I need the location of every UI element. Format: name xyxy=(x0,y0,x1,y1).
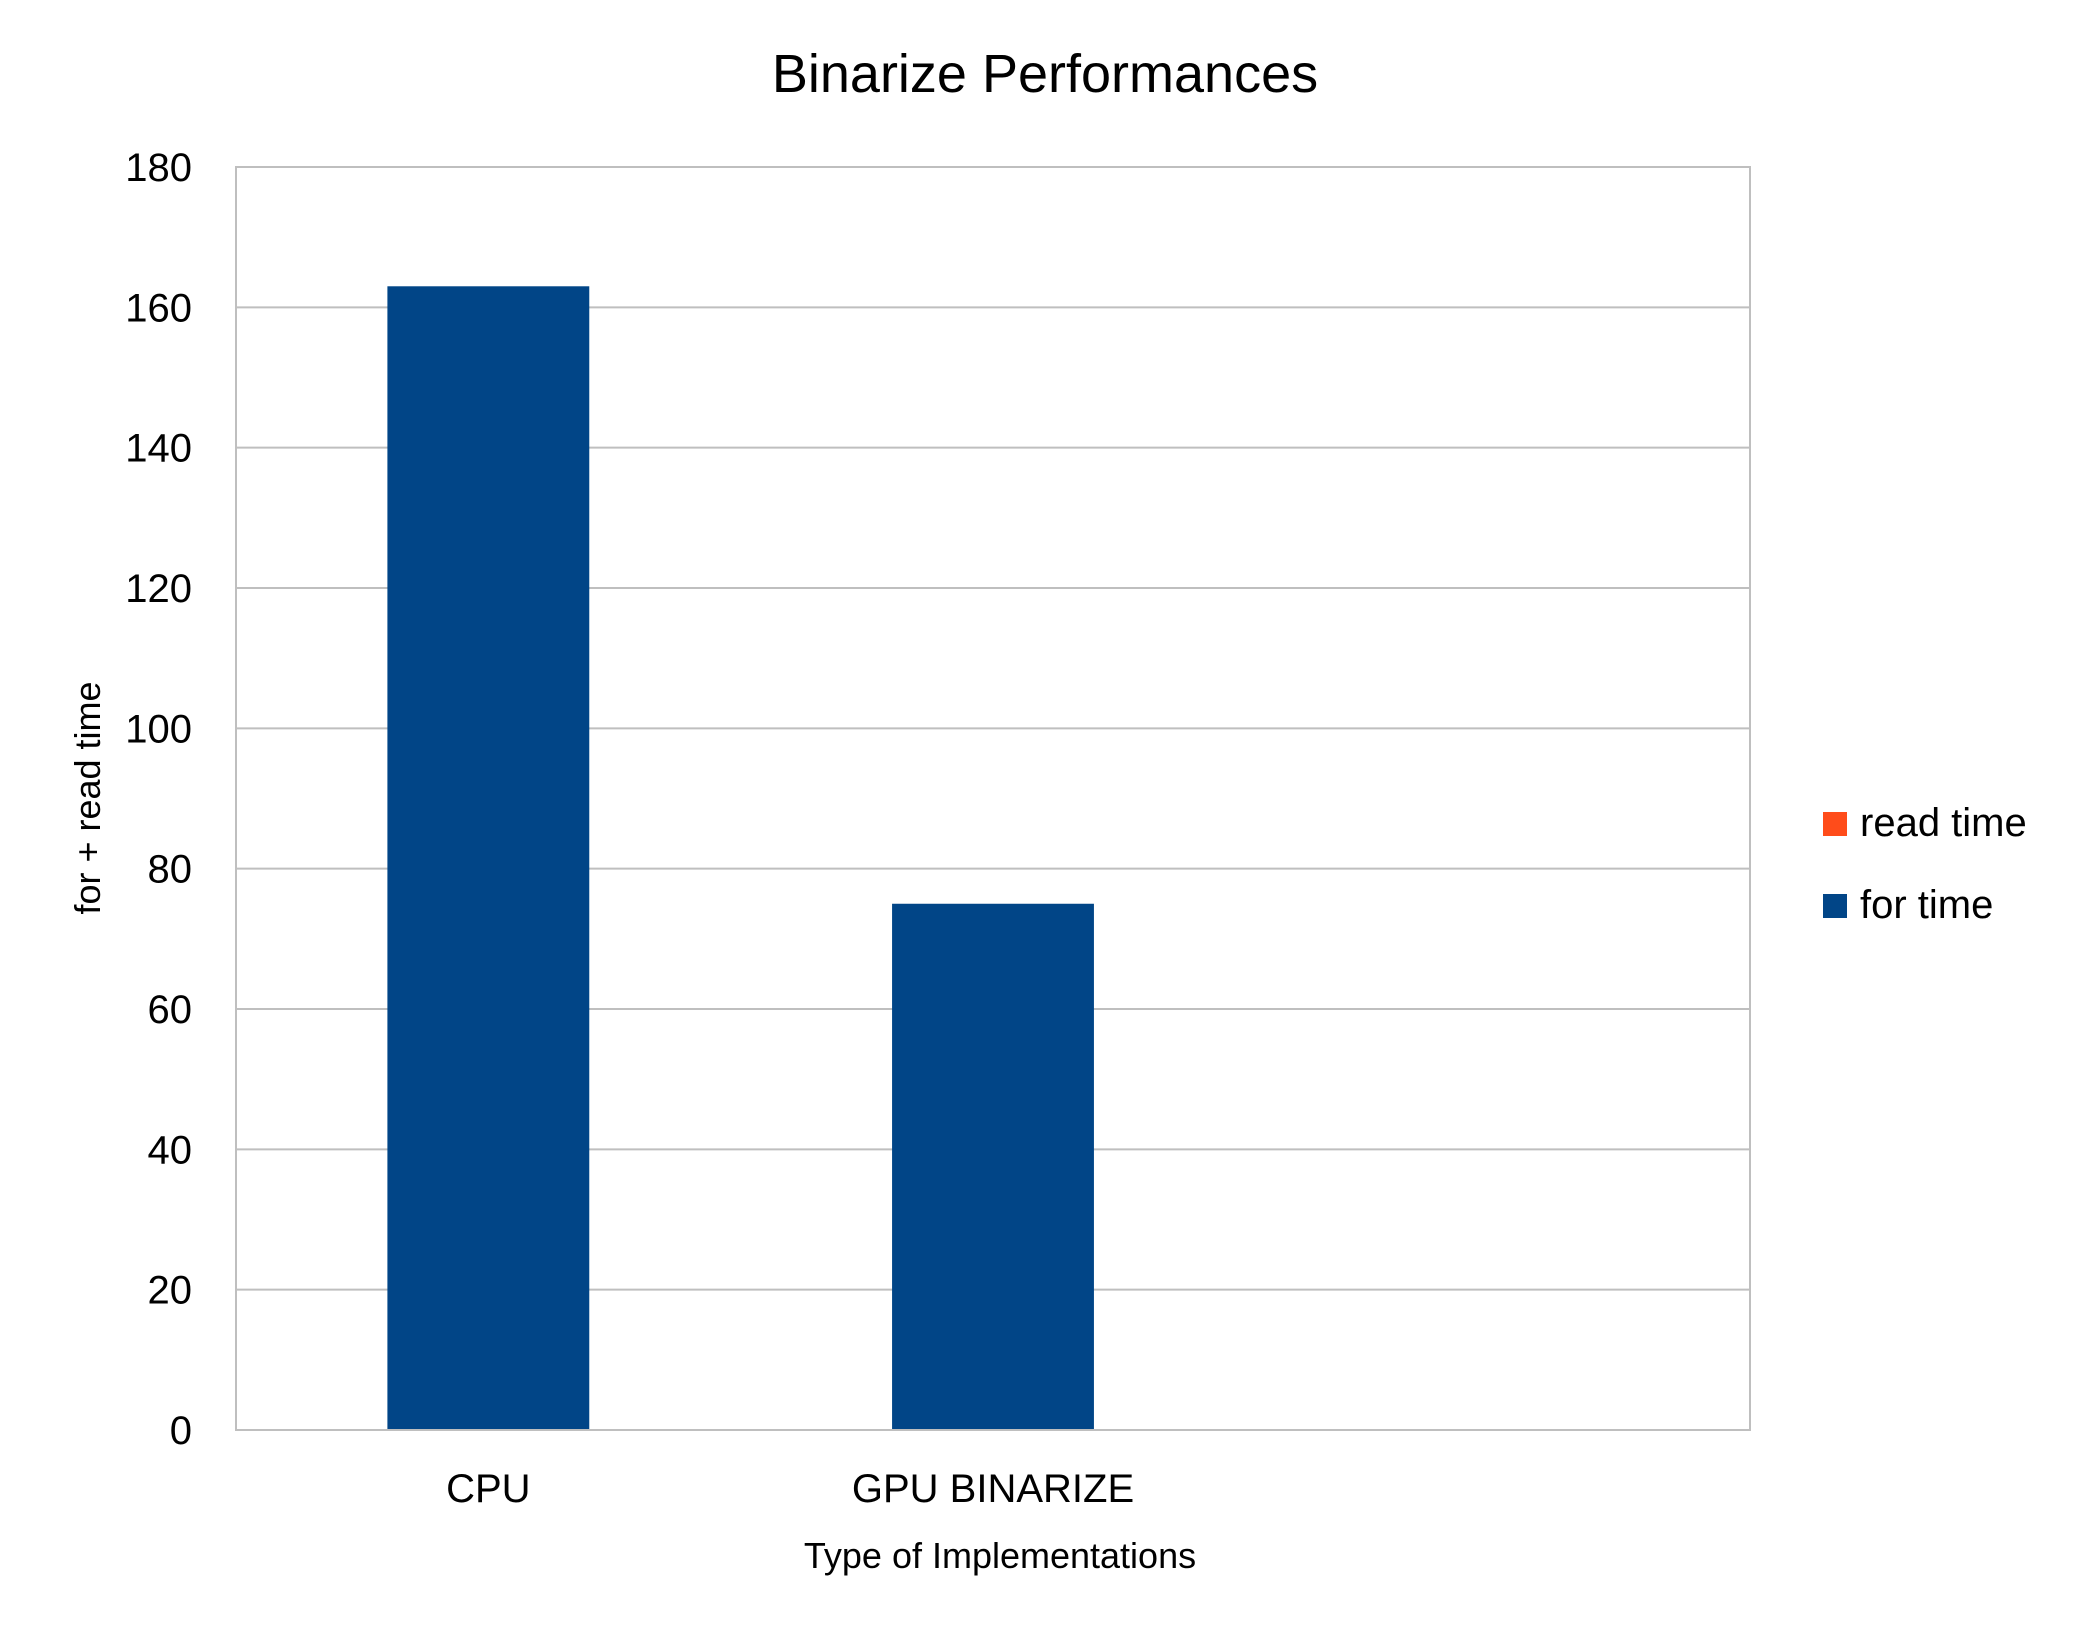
chart-title: Binarize Performances xyxy=(772,44,1318,104)
bar-for-time-gpu-binarize xyxy=(892,903,1094,1430)
y-tick-label: 0 xyxy=(170,1409,192,1453)
y-tick-label: 40 xyxy=(148,1128,193,1172)
x-category-label: CPU xyxy=(446,1467,530,1511)
bar-for-time-cpu xyxy=(387,286,590,1430)
y-tick-label: 100 xyxy=(125,707,192,751)
plot-area-border xyxy=(235,166,1751,1431)
x-category-label: GPU BINARIZE xyxy=(852,1467,1134,1511)
legend-swatch xyxy=(1823,894,1847,918)
y-tick-label: 20 xyxy=(148,1269,193,1313)
x-axis-category-labels: CPU GPU BINARIZE xyxy=(446,1467,1134,1511)
y-tick-label: 60 xyxy=(148,988,193,1032)
y-tick-label: 180 xyxy=(125,146,192,190)
y-axis-tick-labels: 0 20 40 60 80 100 120 140 160 180 xyxy=(125,146,192,1453)
x-axis-title: Type of Implementations xyxy=(804,1535,1196,1576)
y-tick-label: 140 xyxy=(125,427,192,471)
legend-swatch xyxy=(1823,812,1847,836)
y-tick-label: 160 xyxy=(125,286,192,330)
y-tick-label: 120 xyxy=(125,567,192,611)
legend-label: read time xyxy=(1860,801,2027,845)
bars xyxy=(387,286,1094,1430)
legend: read time for time xyxy=(1823,801,2027,927)
legend-label: for time xyxy=(1860,883,1993,927)
y-tick-label: 80 xyxy=(148,848,193,892)
y-axis-title: for + read time xyxy=(67,681,108,914)
